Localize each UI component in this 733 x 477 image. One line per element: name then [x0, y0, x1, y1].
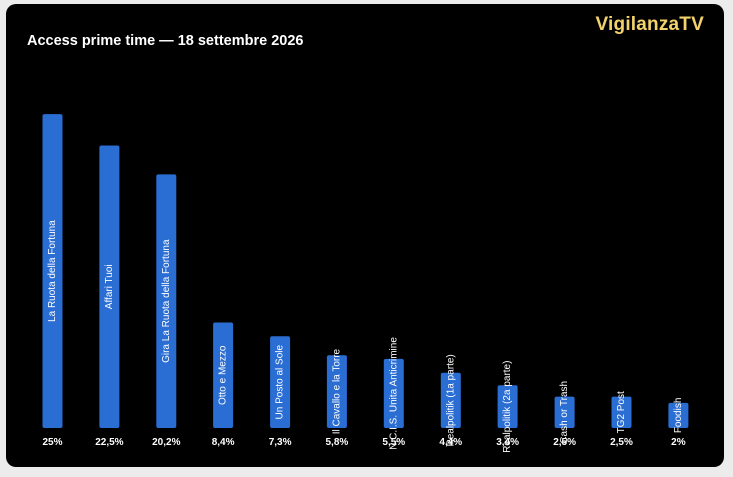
value-label: 25% [42, 437, 62, 448]
value-label: 4,4% [439, 437, 462, 448]
value-label: 5,8% [326, 437, 349, 448]
value-label: 7,3% [269, 437, 292, 448]
category-label: Otto e Mezzo [218, 345, 229, 405]
category-label: N.C.I.S. Unita Anticrimine [388, 337, 399, 450]
chart-title: Access prime time — 18 settembre 2026 [27, 33, 304, 49]
brand-logo: VigilanzaTV [595, 14, 704, 35]
bar [326, 355, 347, 428]
bar [497, 385, 518, 428]
value-label: 5,5% [382, 437, 405, 448]
bar [42, 114, 63, 428]
value-label: 22,5% [95, 437, 123, 448]
category-label: Gira La Ruota della Fortuna [161, 239, 172, 363]
bar [668, 402, 689, 428]
value-label: 2,5% [610, 437, 633, 448]
value-label: 8,4% [212, 437, 235, 448]
category-label: Realpolitik (2a parte) [502, 361, 513, 453]
value-label: 2% [671, 437, 686, 448]
category-label: Realpolitik (1a parte) [445, 354, 456, 446]
category-label: TG2 Post [616, 391, 627, 433]
chart-card: VigilanzaTV Access prime time — 18 sette… [6, 4, 724, 467]
category-label: Un Posto al Sole [275, 345, 286, 420]
bar [213, 322, 234, 428]
category-label: Il Cavallo e la Torre [331, 348, 342, 434]
bar [270, 336, 291, 428]
value-label: 2,5% [553, 437, 576, 448]
value-label: 20,2% [152, 437, 180, 448]
bar [611, 396, 632, 428]
value-label: 3,4% [496, 437, 519, 448]
bar [383, 358, 404, 428]
bar-chart: La Ruota della Fortuna 25% Affari Tuoi 22,5… [42, 114, 689, 453]
bar [156, 174, 177, 428]
category-label: Affari Tuoi [104, 264, 115, 309]
category-label: Foodish [673, 398, 684, 434]
category-label: Cash or Trash [559, 381, 570, 444]
bar [440, 372, 461, 428]
bar [554, 396, 575, 428]
category-label: La Ruota della Fortuna [47, 220, 58, 322]
bar [99, 145, 120, 428]
